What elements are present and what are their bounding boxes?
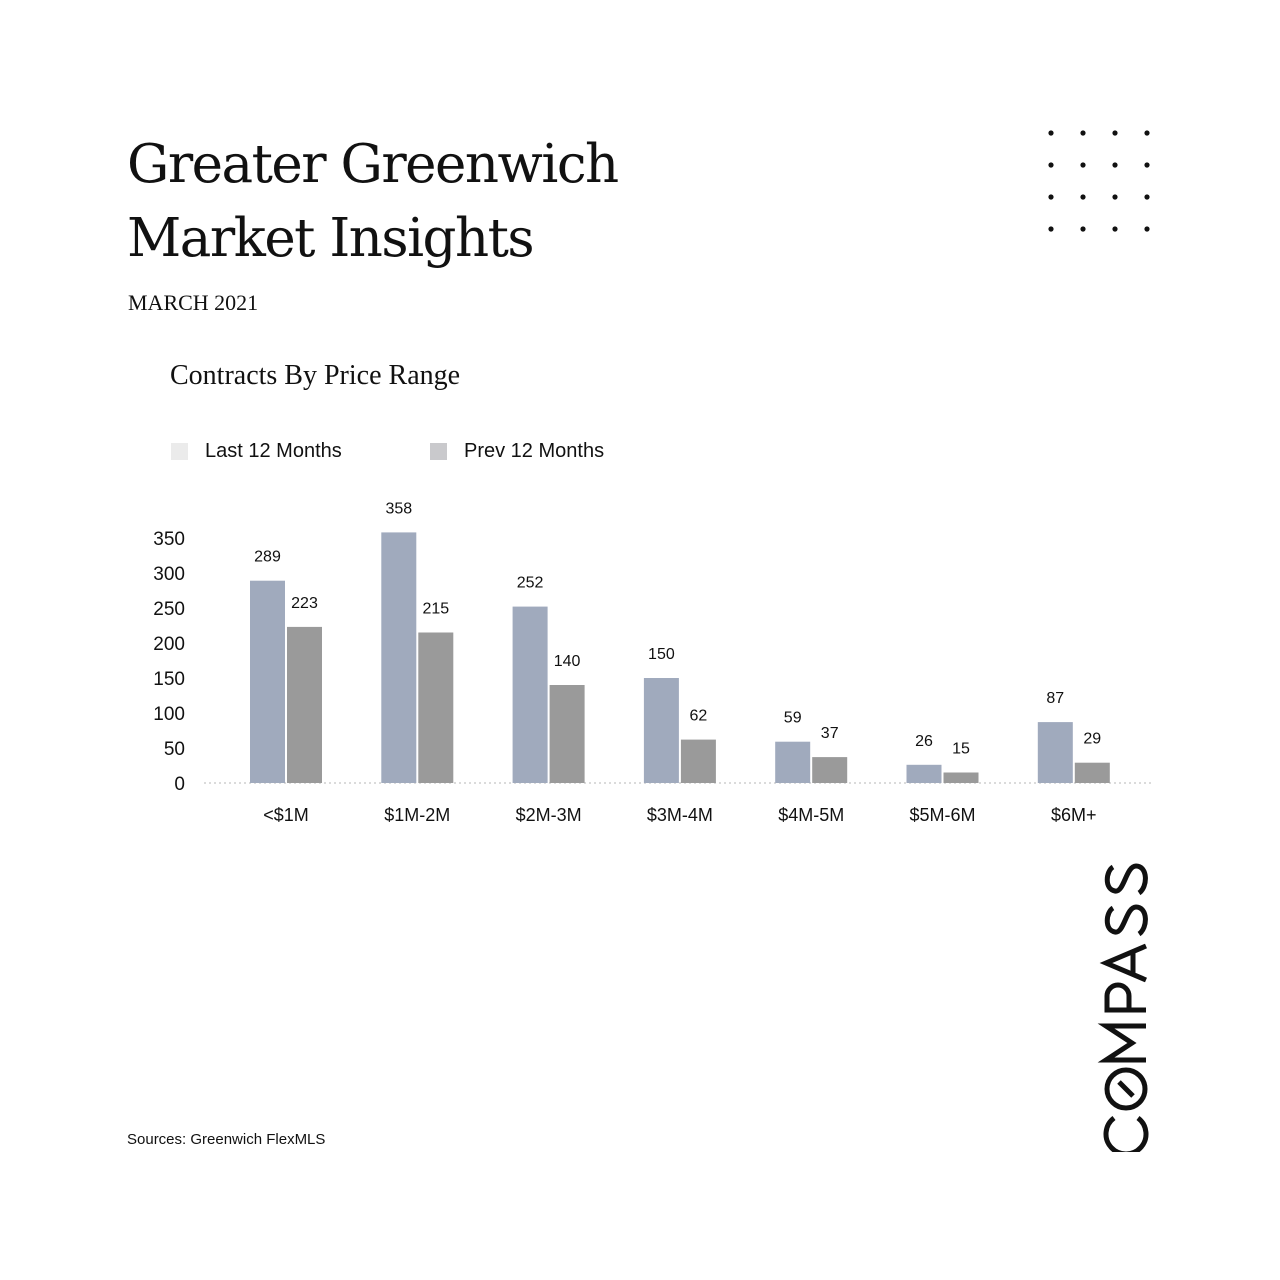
y-tick-label: 50 xyxy=(164,739,185,760)
y-tick-label: 150 xyxy=(153,669,185,690)
data-label-prev-12-months: 140 xyxy=(554,653,581,670)
data-label-prev-12-months: 215 xyxy=(422,601,449,618)
y-tick-label: 100 xyxy=(153,704,185,725)
y-tick-label: 250 xyxy=(153,599,185,620)
decoration-dot xyxy=(1112,162,1118,168)
x-tick-label: $2M-3M xyxy=(516,805,582,825)
bar-prev-12-months xyxy=(1074,762,1110,783)
data-label-last-12-months: 358 xyxy=(385,500,412,517)
decoration-dot xyxy=(1144,194,1150,200)
legend-label-prev-12-months: Prev 12 Months xyxy=(464,439,605,462)
bar-prev-12-months xyxy=(680,739,716,783)
data-label-last-12-months: 59 xyxy=(784,710,802,727)
decoration-dot xyxy=(1048,194,1054,200)
data-label-prev-12-months: 29 xyxy=(1083,731,1101,748)
decoration-dot xyxy=(1080,130,1086,136)
chart-title: Contracts By Price Range xyxy=(170,360,461,391)
bar-last-12-months xyxy=(512,606,548,783)
decoration-dot xyxy=(1048,226,1054,232)
decoration-dot xyxy=(1080,194,1086,200)
data-label-prev-12-months: 15 xyxy=(952,741,970,758)
decoration-dot xyxy=(1112,226,1118,232)
decoration-dot xyxy=(1080,226,1086,232)
sources-note: Sources: Greenwich FlexMLS xyxy=(127,1131,326,1148)
decoration-dot xyxy=(1048,130,1054,136)
data-label-prev-12-months: 37 xyxy=(821,725,839,742)
legend-swatch-last-12-months xyxy=(171,442,188,460)
bar-prev-12-months xyxy=(943,772,979,783)
compass-logo xyxy=(1097,863,1149,1152)
bar-last-12-months xyxy=(643,678,679,783)
decoration-dot xyxy=(1048,162,1054,168)
legend-label-last-12-months: Last 12 Months xyxy=(205,439,342,462)
bar-prev-12-months xyxy=(549,685,585,783)
data-label-last-12-months: 26 xyxy=(915,733,933,750)
decoration-dot xyxy=(1112,130,1118,136)
bar-chart: 0 50 100 150 200 250 300 350 289 223 <$1M 358 215 $1M… xyxy=(153,500,1152,825)
dot-grid-decoration xyxy=(1048,130,1150,232)
decoration-dot xyxy=(1144,162,1150,168)
bar-last-12-months xyxy=(1037,722,1073,783)
x-tick-label: $6M+ xyxy=(1051,805,1097,825)
x-tick-label: $3M-4M xyxy=(647,805,713,825)
data-label-prev-12-months: 62 xyxy=(690,708,708,725)
bar-last-12-months xyxy=(250,580,285,783)
legend-item-last-12-months: Last 12 Months xyxy=(171,438,342,464)
decoration-dot xyxy=(1080,162,1086,168)
decoration-dot xyxy=(1144,226,1150,232)
bar-last-12-months xyxy=(906,764,942,783)
data-label-last-12-months: 150 xyxy=(648,646,675,663)
bar-prev-12-months xyxy=(812,757,848,783)
report-date: MARCH 2021 xyxy=(128,290,259,315)
page-title: Greater Greenwich Market Insights xyxy=(127,128,619,276)
bar-last-12-months xyxy=(381,532,417,783)
y-tick-label: 200 xyxy=(153,634,185,655)
x-tick-label: $1M-2M xyxy=(384,805,450,825)
bar-prev-12-months xyxy=(418,632,454,783)
legend-swatch-prev-12-months xyxy=(430,442,447,460)
data-label-last-12-months: 289 xyxy=(254,549,281,566)
data-label-last-12-months: 252 xyxy=(517,575,544,592)
title-line-1: Greater Greenwich xyxy=(127,134,619,195)
y-tick-label: 300 xyxy=(153,564,185,585)
x-tick-label: $4M-5M xyxy=(778,805,844,825)
bar-last-12-months xyxy=(775,741,811,783)
y-tick-label: 350 xyxy=(153,529,185,550)
decoration-dot xyxy=(1112,194,1118,200)
data-label-last-12-months: 87 xyxy=(1046,690,1064,707)
title-line-2: Market Insights xyxy=(127,208,535,269)
legend-item-prev-12-months: Prev 12 Months xyxy=(430,438,604,464)
decoration-dot xyxy=(1144,130,1150,136)
x-tick-label: <$1M xyxy=(263,805,309,825)
bar-prev-12-months xyxy=(287,626,322,783)
data-label-prev-12-months: 223 xyxy=(291,595,318,612)
y-tick-label: 0 xyxy=(174,774,185,795)
x-tick-label: $5M-6M xyxy=(909,805,975,825)
